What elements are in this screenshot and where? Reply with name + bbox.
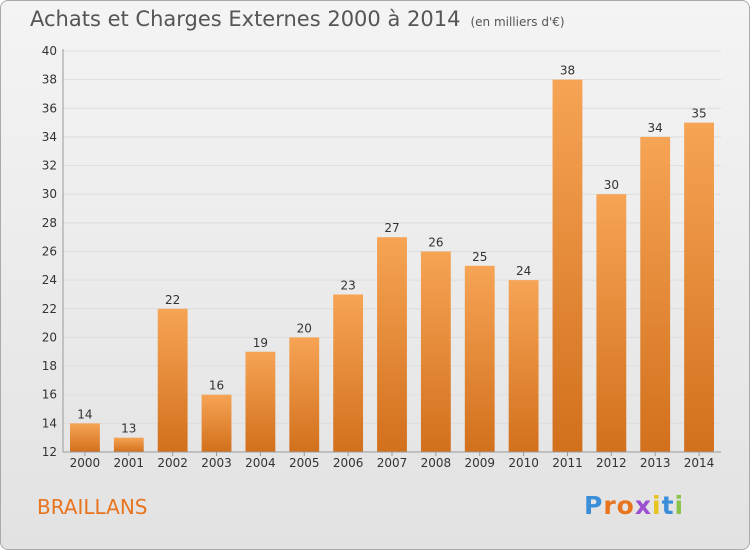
x-tick-label: 2010	[508, 456, 539, 470]
bar-value-label: 26	[428, 236, 443, 250]
y-tick-label: 16	[42, 388, 57, 402]
logo-letter: i	[652, 491, 662, 520]
bar-value-label: 19	[253, 336, 268, 350]
bar[interactable]	[640, 137, 670, 452]
logo-letter: P	[584, 491, 603, 520]
y-tick-label: 26	[42, 245, 57, 259]
bar-value-label: 20	[297, 321, 312, 335]
bar-value-label: 35	[691, 107, 706, 121]
y-tick-label: 30	[42, 187, 57, 201]
bar[interactable]	[553, 80, 583, 452]
x-tick-label: 2014	[684, 456, 715, 470]
x-tick-label: 2007	[377, 456, 408, 470]
x-tick-label: 2013	[640, 456, 671, 470]
bar[interactable]	[202, 395, 232, 452]
bar-value-label: 24	[516, 264, 531, 278]
x-axis: 2000 2001 2002 2003 2004 2005 2006 2007 2008 2009…	[63, 452, 721, 470]
bar-value-label: 27	[384, 221, 399, 235]
town-name: BRAILLANS	[37, 495, 147, 519]
bar-value-label: 16	[209, 379, 224, 393]
bar-value-label: 22	[165, 293, 180, 307]
proxiti-logo[interactable]: Proxiti	[584, 491, 684, 520]
bar-value-label: 23	[340, 278, 355, 292]
bar[interactable]	[158, 309, 188, 452]
bar[interactable]	[377, 237, 407, 452]
logo-letter: r	[603, 491, 616, 520]
x-tick-label: 2008	[421, 456, 452, 470]
bar[interactable]	[596, 194, 626, 452]
bar-value-label: 13	[121, 422, 136, 436]
bar[interactable]	[509, 280, 539, 452]
y-tick-label: 14	[42, 416, 57, 430]
bar[interactable]	[465, 266, 495, 452]
x-tick-label: 2011	[552, 456, 583, 470]
bars: 14 13 22 16 19 20 23 27 26 25 24 38 30 34 35	[70, 64, 714, 452]
y-tick-label: 40	[42, 44, 57, 58]
x-tick-label: 2009	[464, 456, 495, 470]
y-tick-label: 20	[42, 330, 57, 344]
bar[interactable]	[289, 337, 319, 452]
bar[interactable]	[421, 252, 451, 453]
bar[interactable]	[333, 294, 363, 452]
bar-value-label: 14	[77, 407, 92, 421]
y-tick-label: 36	[42, 101, 57, 115]
y-axis: 12 14 16 18 20 22 24 26 28 30 32 34 36 38 40	[42, 44, 63, 459]
x-tick-label: 2004	[245, 456, 276, 470]
x-tick-label: 2005	[289, 456, 320, 470]
bar[interactable]	[245, 352, 275, 452]
x-tick-label: 2006	[333, 456, 364, 470]
x-tick-label: 2002	[157, 456, 188, 470]
y-tick-label: 12	[42, 445, 57, 459]
x-tick-label: 2000	[70, 456, 101, 470]
bar-value-label: 38	[560, 64, 575, 78]
bar[interactable]	[684, 123, 714, 452]
y-tick-label: 32	[42, 159, 57, 173]
bar[interactable]	[70, 423, 100, 452]
x-tick-label: 2003	[201, 456, 232, 470]
logo-letter: o	[617, 491, 635, 520]
y-tick-label: 38	[42, 73, 57, 87]
x-tick-label: 2012	[596, 456, 627, 470]
y-tick-label: 24	[42, 273, 57, 287]
logo-letter: i	[675, 491, 685, 520]
x-tick-label: 2001	[114, 456, 145, 470]
logo-letter: x	[635, 491, 652, 520]
logo-letter: t	[662, 491, 675, 520]
bar-value-label: 25	[472, 250, 487, 264]
y-tick-label: 34	[42, 130, 57, 144]
chart-frame: Achats et Charges Externes 2000 à 2014 (e…	[0, 0, 750, 550]
y-tick-label: 22	[42, 302, 57, 316]
y-tick-label: 28	[42, 216, 57, 230]
bar[interactable]	[114, 438, 144, 452]
y-tick-label: 18	[42, 359, 57, 373]
bar-chart: 121416182022242628303234363840 141322161…	[1, 1, 749, 549]
bar-value-label: 34	[648, 121, 663, 135]
bar-value-label: 30	[604, 178, 619, 192]
